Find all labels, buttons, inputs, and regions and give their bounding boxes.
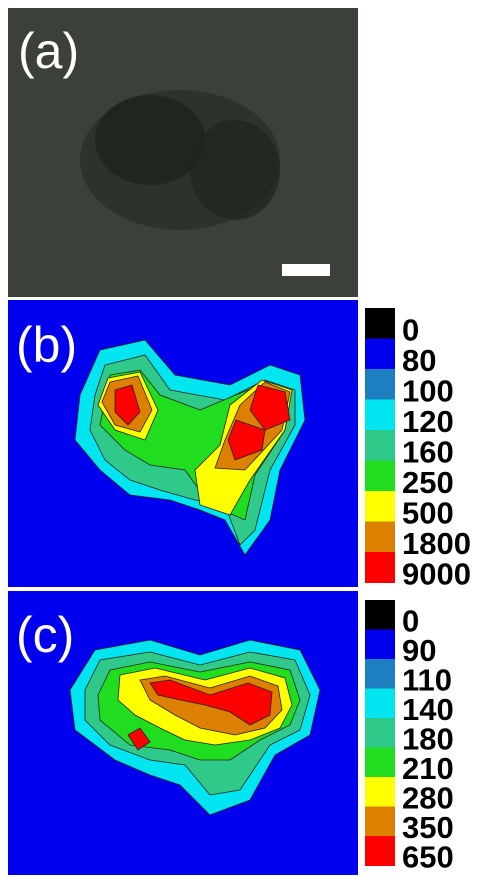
colorbar-label: 650	[402, 840, 454, 875]
particle	[95, 95, 205, 185]
colorbar-swatch	[365, 430, 395, 461]
page: (a) (b) 08010012016025050018009000 (c) 0…	[0, 0, 490, 875]
colorbar-swatch	[365, 777, 395, 807]
panel-a: (a)	[8, 8, 358, 297]
colorbar-swatch	[365, 718, 395, 748]
panel-label: (c)	[16, 607, 74, 663]
colorbar-swatch	[365, 369, 395, 400]
colorbar-swatch	[365, 552, 395, 583]
figure: (a) (b) 08010012016025050018009000 (c) 0…	[0, 0, 490, 875]
colorbar-swatch	[365, 339, 395, 370]
colorbar-swatch	[365, 308, 395, 339]
colorbar-swatch	[365, 491, 395, 522]
colorbar-swatch	[365, 461, 395, 492]
colorbar-label: 9000	[402, 557, 471, 592]
particle	[190, 120, 280, 220]
colorbar-swatch	[365, 807, 395, 837]
colorbar-swatch	[365, 400, 395, 431]
colorbar-swatch	[365, 748, 395, 778]
panel-label: (a)	[18, 23, 79, 79]
colorbar-swatch	[365, 522, 395, 553]
scale-bar	[282, 264, 330, 276]
colorbar-swatch	[365, 836, 395, 866]
colorbar-swatch	[365, 600, 395, 630]
colorbar-swatch	[365, 630, 395, 660]
colorbar-swatch	[365, 659, 395, 689]
colorbar-swatch	[365, 689, 395, 719]
panel-label: (b)	[16, 317, 77, 373]
